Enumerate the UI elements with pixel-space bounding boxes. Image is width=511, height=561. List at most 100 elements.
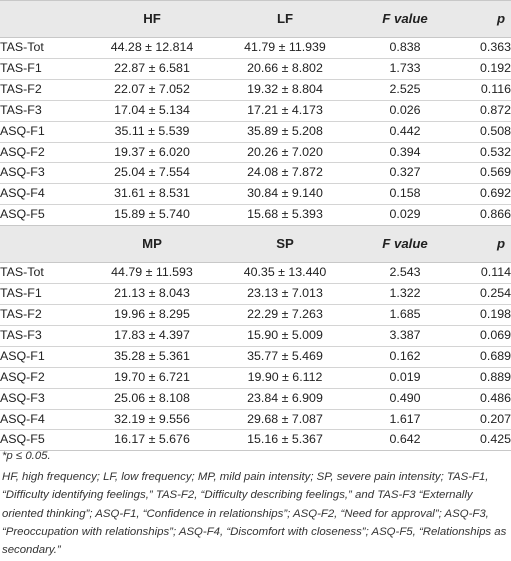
cell-mean-sd-2: 22.29 ± 7.263	[216, 304, 354, 326]
cell-f-value: 3.387	[354, 325, 456, 347]
cell-mean-sd-2: 35.89 ± 5.208	[216, 121, 354, 143]
cell-f-value: 0.026	[354, 100, 456, 122]
header-col-1: MP	[88, 225, 216, 264]
table-row: ASQ-F2 19.70 ± 6.721 19.90 ± 6.112 0.019 0.8…	[0, 367, 511, 389]
cell-p-value: 0.192	[456, 58, 511, 80]
table-row: ASQ-F5 15.89 ± 5.740 15.68 ± 5.393 0.029 0.8…	[0, 204, 511, 227]
stats-table: HF LF F value p TAS-Tot 44.28 ± 12.814 41.79 ±…	[0, 0, 511, 452]
cell-f-value: 0.642	[354, 429, 456, 452]
cell-mean-sd-2: 19.90 ± 6.112	[216, 367, 354, 389]
row-label: TAS-F1	[0, 58, 88, 80]
cell-f-value: 0.162	[354, 346, 456, 368]
header-col-1: HF	[88, 0, 216, 38]
cell-mean-sd-1: 19.70 ± 6.721	[88, 367, 216, 389]
cell-p-value: 0.207	[456, 409, 511, 431]
row-label: ASQ-F4	[0, 183, 88, 206]
row-label: TAS-Tot	[0, 262, 88, 285]
cell-f-value: 0.490	[354, 388, 456, 410]
table-row: ASQ-F3 25.04 ± 7.554 24.08 ± 7.872 0.327 0.5…	[0, 162, 511, 185]
cell-mean-sd-1: 15.89 ± 5.740	[88, 204, 216, 227]
significance-note: *p ≤ 0.05.	[2, 450, 51, 462]
cell-mean-sd-1: 21.13 ± 8.043	[88, 283, 216, 305]
row-label: ASQ-F4	[0, 409, 88, 431]
table-row: ASQ-F4 32.19 ± 9.556 29.68 ± 7.087 1.617 0.2…	[0, 409, 511, 431]
cell-mean-sd-1: 35.28 ± 5.361	[88, 346, 216, 368]
cell-mean-sd-1: 25.04 ± 7.554	[88, 162, 216, 185]
cell-p-value: 0.532	[456, 142, 511, 164]
cell-f-value: 0.327	[354, 162, 456, 185]
cell-f-value: 0.394	[354, 142, 456, 164]
cell-p-value: 0.689	[456, 346, 511, 368]
cell-mean-sd-2: 20.66 ± 8.802	[216, 58, 354, 80]
cell-mean-sd-2: 20.26 ± 7.020	[216, 142, 354, 164]
cell-p-value: 0.069	[456, 325, 511, 347]
row-label: TAS-F3	[0, 325, 88, 347]
cell-mean-sd-2: 19.32 ± 8.804	[216, 79, 354, 101]
row-label: ASQ-F2	[0, 367, 88, 389]
header-col-2: LF	[216, 0, 354, 38]
cell-mean-sd-1: 22.07 ± 7.052	[88, 79, 216, 101]
row-label: ASQ-F5	[0, 429, 88, 452]
header-f-value: F value	[354, 225, 456, 264]
cell-mean-sd-2: 17.21 ± 4.173	[216, 100, 354, 122]
table-row: TAS-F3 17.04 ± 5.134 17.21 ± 4.173 0.026 0.8…	[0, 100, 511, 122]
cell-mean-sd-2: 29.68 ± 7.087	[216, 409, 354, 431]
cell-mean-sd-1: 22.87 ± 6.581	[88, 58, 216, 80]
header-row-1: HF LF F value p	[0, 0, 511, 38]
row-label: TAS-F2	[0, 79, 88, 101]
header-row-label	[0, 225, 88, 264]
cell-f-value: 2.543	[354, 262, 456, 285]
cell-p-value: 0.425	[456, 429, 511, 452]
cell-mean-sd-2: 35.77 ± 5.469	[216, 346, 354, 368]
cell-mean-sd-1: 17.83 ± 4.397	[88, 325, 216, 347]
row-label: ASQ-F3	[0, 162, 88, 185]
row-label: ASQ-F5	[0, 204, 88, 227]
cell-f-value: 2.525	[354, 79, 456, 101]
cell-f-value: 0.158	[354, 183, 456, 206]
cell-mean-sd-2: 40.35 ± 13.440	[216, 262, 354, 285]
cell-f-value: 0.838	[354, 37, 456, 59]
cell-mean-sd-2: 15.68 ± 5.393	[216, 204, 354, 227]
table-footnotes: *p ≤ 0.05. HF, high frequency; LF, low f…	[2, 447, 507, 559]
cell-mean-sd-2: 30.84 ± 9.140	[216, 183, 354, 206]
cell-f-value: 0.442	[354, 121, 456, 143]
cell-f-value: 0.019	[354, 367, 456, 389]
table-row: TAS-F2 22.07 ± 7.052 19.32 ± 8.804 2.525 0.1…	[0, 79, 511, 101]
cell-f-value: 1.617	[354, 409, 456, 431]
table-row: TAS-F2 19.96 ± 8.295 22.29 ± 7.263 1.685 0.1…	[0, 304, 511, 326]
cell-mean-sd-2: 23.13 ± 7.013	[216, 283, 354, 305]
row-label: ASQ-F3	[0, 388, 88, 410]
cell-p-value: 0.486	[456, 388, 511, 410]
table-row: ASQ-F1 35.11 ± 5.539 35.89 ± 5.208 0.442 0.5…	[0, 121, 511, 143]
cell-p-value: 0.254	[456, 283, 511, 305]
table-row: TAS-F1 22.87 ± 6.581 20.66 ± 8.802 1.733 0.1…	[0, 58, 511, 80]
cell-f-value: 1.733	[354, 58, 456, 80]
table-row: TAS-Tot 44.28 ± 12.814 41.79 ± 11.939 0.838…	[0, 37, 511, 59]
cell-mean-sd-2: 23.84 ± 6.909	[216, 388, 354, 410]
cell-p-value: 0.692	[456, 183, 511, 206]
cell-mean-sd-1: 17.04 ± 5.134	[88, 100, 216, 122]
row-label: ASQ-F1	[0, 346, 88, 368]
cell-p-value: 0.508	[456, 121, 511, 143]
cell-mean-sd-1: 44.79 ± 11.593	[88, 262, 216, 285]
cell-mean-sd-2: 15.90 ± 5.009	[216, 325, 354, 347]
table-row: ASQ-F5 16.17 ± 5.676 15.16 ± 5.367 0.642 0.4…	[0, 429, 511, 452]
table-row: TAS-Tot 44.79 ± 11.593 40.35 ± 13.440 2.543…	[0, 262, 511, 285]
cell-mean-sd-1: 32.19 ± 9.556	[88, 409, 216, 431]
row-label: TAS-Tot	[0, 37, 88, 59]
header-col-2: SP	[216, 225, 354, 264]
row-label: TAS-F1	[0, 283, 88, 305]
cell-mean-sd-1: 19.37 ± 6.020	[88, 142, 216, 164]
cell-p-value: 0.569	[456, 162, 511, 185]
cell-p-value: 0.363	[456, 37, 511, 59]
cell-p-value: 0.872	[456, 100, 511, 122]
cell-f-value: 1.322	[354, 283, 456, 305]
header-f-value: F value	[354, 0, 456, 38]
cell-mean-sd-1: 25.06 ± 8.108	[88, 388, 216, 410]
table-row: ASQ-F3 25.06 ± 8.108 23.84 ± 6.909 0.490 0.4…	[0, 388, 511, 410]
row-label: ASQ-F2	[0, 142, 88, 164]
header-row-label	[0, 0, 88, 38]
row-label: ASQ-F1	[0, 121, 88, 143]
cell-f-value: 0.029	[354, 204, 456, 227]
cell-p-value: 0.114	[456, 262, 511, 285]
